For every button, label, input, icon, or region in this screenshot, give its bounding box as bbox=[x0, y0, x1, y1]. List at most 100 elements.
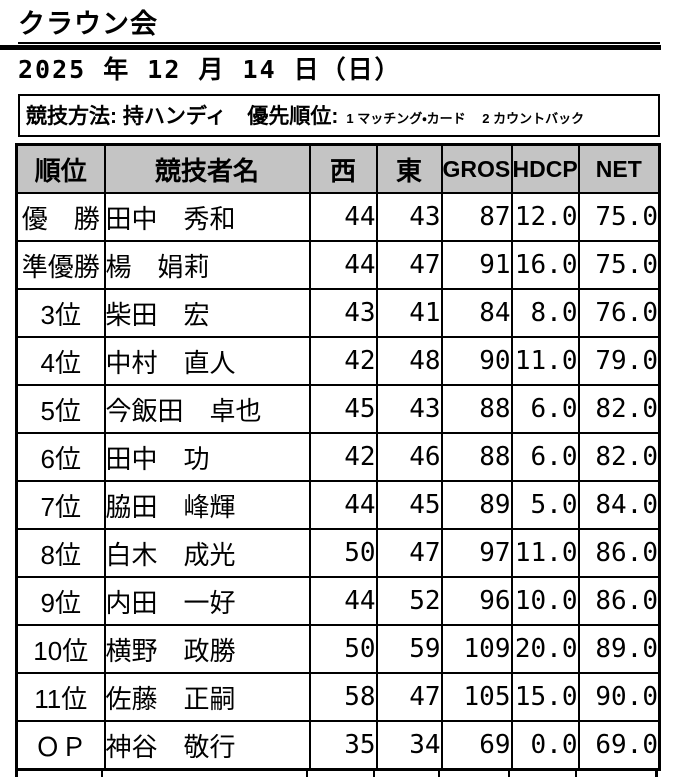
east-cell: 43 bbox=[375, 384, 443, 434]
stub-cell bbox=[577, 771, 658, 777]
rank-cell: 7位 bbox=[15, 480, 106, 530]
method-priority-note: 1 マッチング・カード 2 カウントバック bbox=[346, 111, 585, 126]
west-cell: 44 bbox=[308, 576, 378, 626]
gross-cell: 89 bbox=[440, 480, 513, 530]
rank-cell: 準優勝 bbox=[15, 240, 106, 290]
name-cell: 楊 娟莉 bbox=[103, 240, 311, 290]
east-cell: 34 bbox=[375, 720, 443, 771]
table-header-row: 順位 競技者名 西 東 GROSS HDCP NET bbox=[15, 143, 661, 194]
hdcp-cell: 20.0 bbox=[510, 624, 580, 674]
name-cell: 今飯田 卓也 bbox=[103, 384, 311, 434]
hdcp-cell: 0.0 bbox=[510, 720, 580, 771]
gross-cell: 87 bbox=[440, 192, 513, 242]
page-title: クラウン会 bbox=[18, 9, 158, 40]
col-header-gross: GROSS bbox=[440, 143, 513, 194]
col-header-rank: 順位 bbox=[15, 143, 106, 194]
east-cell: 47 bbox=[375, 528, 443, 578]
west-cell: 44 bbox=[308, 192, 378, 242]
hdcp-cell: 15.0 bbox=[510, 672, 580, 722]
name-cell: 田中 秀和 bbox=[103, 192, 311, 242]
west-cell: 50 bbox=[308, 624, 378, 674]
hdcp-cell: 12.0 bbox=[510, 192, 580, 242]
net-cell: 69.0 bbox=[577, 720, 661, 771]
net-cell: 76.0 bbox=[577, 288, 661, 338]
net-cell: 86.0 bbox=[577, 528, 661, 578]
stub-cell bbox=[440, 771, 510, 777]
table-row: 5位 今飯田 卓也 45 43 88 6.0 82.0 bbox=[15, 384, 661, 434]
west-cell: 50 bbox=[308, 528, 378, 578]
hdcp-cell: 6.0 bbox=[510, 432, 580, 482]
col-header-west: 西 bbox=[308, 143, 378, 194]
table-row: 11位 佐藤 正嗣 58 47 105 15.0 90.0 bbox=[15, 672, 661, 722]
gross-cell: 91 bbox=[440, 240, 513, 290]
east-cell: 41 bbox=[375, 288, 443, 338]
hdcp-cell: 5.0 bbox=[510, 480, 580, 530]
gross-cell: 69 bbox=[440, 720, 513, 771]
method-box: 競技方法: 持ハンディ 優先順位: 1 マッチング・カード 2 カウントバック bbox=[18, 94, 660, 137]
net-cell: 79.0 bbox=[577, 336, 661, 386]
name-cell: 佐藤 正嗣 bbox=[103, 672, 311, 722]
east-cell: 48 bbox=[375, 336, 443, 386]
west-cell: 58 bbox=[308, 672, 378, 722]
gross-cell: 97 bbox=[440, 528, 513, 578]
stub-cell bbox=[15, 771, 103, 777]
table-row: 9位 内田 一好 44 52 96 10.0 86.0 bbox=[15, 576, 661, 626]
net-cell: 84.0 bbox=[577, 480, 661, 530]
table-row: 8位 白木 成光 50 47 97 11.0 86.0 bbox=[15, 528, 661, 578]
west-cell: 44 bbox=[308, 240, 378, 290]
west-cell: 42 bbox=[308, 432, 378, 482]
table-row: ＯＰ 神谷 敬行 35 34 69 0.0 69.0 bbox=[15, 720, 661, 771]
results-table: 順位 競技者名 西 東 GROSS HDCP NET 優 勝 田中 秀和 44 … bbox=[15, 143, 661, 771]
results-sheet: クラウン会 2025 年 12 月 14 日（日） 競技方法: 持ハンディ 優先… bbox=[0, 8, 686, 777]
gross-cell: 88 bbox=[440, 432, 513, 482]
col-header-name: 競技者名 bbox=[103, 143, 311, 194]
table-row: 4位 中村 直人 42 48 90 11.0 79.0 bbox=[15, 336, 661, 386]
stub-cell bbox=[308, 771, 375, 777]
cutoff-row-stub bbox=[15, 771, 658, 777]
name-cell: 脇田 峰輝 bbox=[103, 480, 311, 530]
name-cell: 横野 政勝 bbox=[103, 624, 311, 674]
table-row: 3位 柴田 宏 43 41 84 8.0 76.0 bbox=[15, 288, 661, 338]
title-underline: クラウン会 bbox=[18, 8, 660, 44]
east-cell: 47 bbox=[375, 672, 443, 722]
net-cell: 75.0 bbox=[577, 192, 661, 242]
col-header-east: 東 bbox=[375, 143, 443, 194]
east-cell: 45 bbox=[375, 480, 443, 530]
gross-cell: 105 bbox=[440, 672, 513, 722]
rank-cell: 10位 bbox=[15, 624, 106, 674]
rank-cell: 優 勝 bbox=[15, 192, 106, 242]
rank-cell: 5位 bbox=[15, 384, 106, 434]
table-row: 準優勝 楊 娟莉 44 47 91 16.0 75.0 bbox=[15, 240, 661, 290]
rank-cell: 3位 bbox=[15, 288, 106, 338]
name-cell: 柴田 宏 bbox=[103, 288, 311, 338]
net-cell: 75.0 bbox=[577, 240, 661, 290]
west-cell: 43 bbox=[308, 288, 378, 338]
net-cell: 82.0 bbox=[577, 384, 661, 434]
east-cell: 52 bbox=[375, 576, 443, 626]
rank-cell: 6位 bbox=[15, 432, 106, 482]
west-cell: 44 bbox=[308, 480, 378, 530]
net-cell: 86.0 bbox=[577, 576, 661, 626]
table-row: 7位 脇田 峰輝 44 45 89 5.0 84.0 bbox=[15, 480, 661, 530]
net-cell: 82.0 bbox=[577, 432, 661, 482]
col-header-hdcp: HDCP bbox=[510, 143, 580, 194]
rank-cell: 4位 bbox=[15, 336, 106, 386]
west-cell: 45 bbox=[308, 384, 378, 434]
hdcp-cell: 10.0 bbox=[510, 576, 580, 626]
name-cell: 田中 功 bbox=[103, 432, 311, 482]
title-rule bbox=[0, 45, 661, 50]
rank-cell: 8位 bbox=[15, 528, 106, 578]
gross-cell: 96 bbox=[440, 576, 513, 626]
stub-cell bbox=[375, 771, 440, 777]
hdcp-cell: 16.0 bbox=[510, 240, 580, 290]
west-cell: 35 bbox=[308, 720, 378, 771]
name-cell: 内田 一好 bbox=[103, 576, 311, 626]
name-cell: 中村 直人 bbox=[103, 336, 311, 386]
net-cell: 89.0 bbox=[577, 624, 661, 674]
method-label: 競技方法: 持ハンディ 優先順位: bbox=[26, 105, 339, 128]
hdcp-cell: 11.0 bbox=[510, 528, 580, 578]
stub-cell bbox=[510, 771, 577, 777]
gross-cell: 109 bbox=[440, 624, 513, 674]
results-body: 優 勝 田中 秀和 44 43 87 12.0 75.0 準優勝 楊 娟莉 44… bbox=[15, 192, 661, 771]
col-header-net: NET bbox=[577, 143, 661, 194]
